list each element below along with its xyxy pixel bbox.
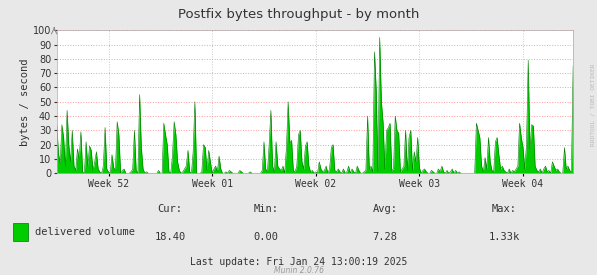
Text: Min:: Min:: [253, 205, 278, 214]
Text: Cur:: Cur:: [158, 205, 183, 214]
Text: 0.00: 0.00: [253, 232, 278, 242]
Text: Last update: Fri Jan 24 13:00:19 2025: Last update: Fri Jan 24 13:00:19 2025: [190, 257, 407, 267]
Text: Postfix bytes throughput - by month: Postfix bytes throughput - by month: [178, 8, 419, 21]
Text: RRDTOOL / TOBI OETIKER: RRDTOOL / TOBI OETIKER: [591, 63, 596, 146]
Y-axis label: bytes / second: bytes / second: [20, 58, 30, 145]
Text: Avg:: Avg:: [373, 205, 398, 214]
Text: delivered volume: delivered volume: [35, 227, 136, 237]
Text: Max:: Max:: [492, 205, 517, 214]
Text: 1.33k: 1.33k: [489, 232, 520, 242]
Text: 18.40: 18.40: [155, 232, 186, 242]
Text: Munin 2.0.76: Munin 2.0.76: [273, 266, 324, 275]
Text: 7.28: 7.28: [373, 232, 398, 242]
